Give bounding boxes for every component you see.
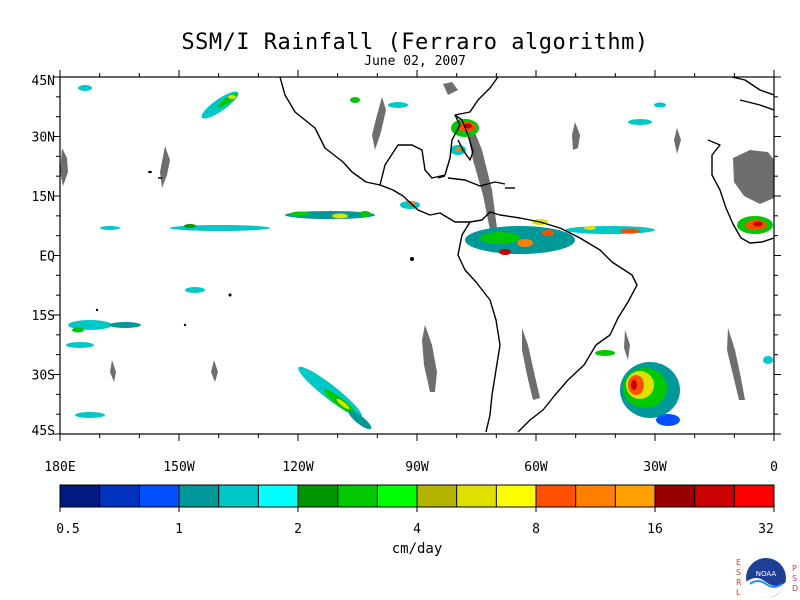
colorbar-swatch xyxy=(139,485,180,507)
colorbar-swatch xyxy=(258,485,299,507)
lon-label: 60W xyxy=(524,460,548,475)
colorbar-swatch xyxy=(298,485,339,507)
lon-label: 0 xyxy=(770,460,778,475)
lon-label: 90W xyxy=(405,460,429,475)
colorbar-swatch xyxy=(377,485,418,507)
latitude-labels: 45N 30N 15N EQ 15S 30S 45S xyxy=(32,74,56,439)
colorbar-swatch xyxy=(179,485,220,507)
lat-label: EQ xyxy=(39,250,55,265)
colorbar-swatch xyxy=(575,485,616,507)
colorbar-tick-label: 32 xyxy=(758,522,774,537)
chart-subtitle: June 02, 2007 xyxy=(364,54,466,69)
colorbar-tick-label: 0.5 xyxy=(56,522,80,537)
lon-label: 180E xyxy=(44,460,75,475)
lat-label: 45N xyxy=(32,74,55,89)
axis-ticks xyxy=(53,70,781,441)
colorbar-swatch xyxy=(734,485,775,507)
no-data-swaths xyxy=(60,82,774,400)
lon-label: 30W xyxy=(643,460,667,475)
map-content xyxy=(60,77,774,433)
colorbar-swatch xyxy=(655,485,696,507)
lat-label: 30N xyxy=(32,131,55,146)
islands xyxy=(95,170,414,327)
colorbar xyxy=(59,484,775,512)
lon-label: 120W xyxy=(282,460,313,475)
colorbar-swatch xyxy=(337,485,378,507)
lat-label: 15S xyxy=(32,309,55,324)
colorbar-units: cm/day xyxy=(391,541,443,557)
rainfall-patches xyxy=(66,85,773,430)
chart-title: SSM/I Rainfall (Ferraro algorithm) xyxy=(181,30,649,55)
colorbar-swatch xyxy=(417,485,458,507)
coastlines xyxy=(148,77,774,433)
colorbar-swatch xyxy=(218,485,259,507)
svg-text:NOAA: NOAA xyxy=(756,570,777,578)
colorbar-swatch xyxy=(694,485,735,507)
lat-label: 15N xyxy=(32,190,55,205)
lat-label: 45S xyxy=(32,424,55,439)
colorbar-swatch xyxy=(99,485,140,507)
colorbar-tick-label: 1 xyxy=(175,522,183,537)
noaa-emblem-icon: NOAA xyxy=(746,558,786,598)
colorbar-swatch xyxy=(615,485,656,507)
colorbar-swatch xyxy=(536,485,577,507)
colorbar-tick-label: 4 xyxy=(413,522,421,537)
colorbar-tick-label: 16 xyxy=(647,522,663,537)
colorbar-tick-label: 2 xyxy=(294,522,302,537)
colorbar-tick-label: 8 xyxy=(532,522,540,537)
colorbar-swatch xyxy=(496,485,537,507)
lat-label: 30S xyxy=(32,369,55,384)
colorbar-swatch xyxy=(60,485,101,507)
colorbar-outline xyxy=(59,484,775,508)
lon-label: 150W xyxy=(163,460,194,475)
longitude-labels: 180E 150W 120W 90W 60W 30W 0 xyxy=(44,460,778,475)
colorbar-swatch xyxy=(456,485,497,507)
